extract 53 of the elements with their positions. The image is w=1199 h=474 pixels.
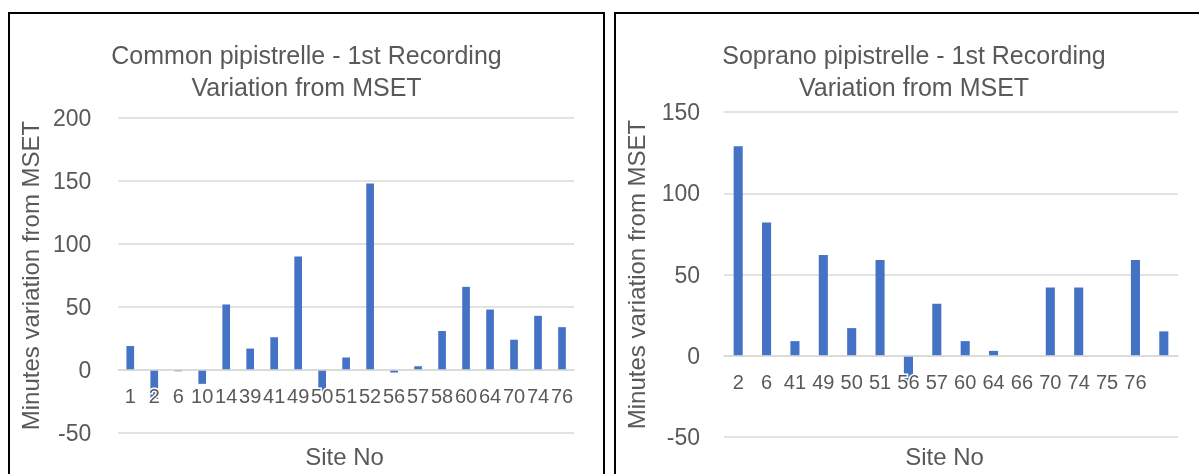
x-tick-label: 57 bbox=[925, 370, 948, 393]
x-tick-label: 56 bbox=[382, 385, 406, 407]
x-tick-label: 66 bbox=[1010, 370, 1034, 393]
y-tick-label: 50 bbox=[674, 261, 700, 288]
y-axis-title: Minutes variation from MSET bbox=[622, 119, 650, 430]
x-tick-label: 76 bbox=[1124, 370, 1147, 393]
x-axis-title: Site No bbox=[305, 442, 384, 470]
y-tick-label: 50 bbox=[65, 294, 92, 320]
x-tick-label: 64 bbox=[982, 370, 1005, 393]
x-tick-label: 2 bbox=[732, 370, 744, 393]
y-tick-label: 100 bbox=[661, 180, 700, 207]
x-tick-label: 1 bbox=[124, 385, 136, 407]
x-tick-label: 75 bbox=[1095, 370, 1119, 393]
y-tick-label: 100 bbox=[52, 231, 92, 257]
y-tick-label: 0 bbox=[687, 342, 700, 369]
y-tick-label: -50 bbox=[666, 424, 700, 450]
x-tick-label: 2 bbox=[148, 385, 160, 407]
x-tick-label: 52 bbox=[359, 385, 382, 407]
x-tick-label: 64 bbox=[478, 385, 502, 407]
x-tick-label: 49 bbox=[287, 385, 310, 407]
chart-title: Soprano pipistrelle - 1st Recording bbox=[722, 40, 1106, 69]
y-tick-label: 200 bbox=[52, 105, 92, 131]
x-tick-label: 51 bbox=[335, 385, 358, 407]
x-tick-label: 49 bbox=[812, 370, 835, 393]
x-tick-label: 10 bbox=[191, 385, 214, 407]
x-tick-label: 39 bbox=[239, 385, 262, 407]
x-tick-label: 50 bbox=[840, 370, 863, 393]
x-tick-label: 70 bbox=[1039, 370, 1062, 393]
chart-title: Common pipistrelle - 1st Recording bbox=[111, 40, 502, 69]
x-tick-label: 70 bbox=[502, 385, 526, 407]
x-tick-label: 50 bbox=[311, 385, 334, 407]
x-tick-label: 14 bbox=[215, 385, 238, 407]
chart-subtitle: Variation from MSET bbox=[798, 72, 1030, 101]
x-tick-label: 74 bbox=[1067, 370, 1090, 393]
x-tick-label: 41 bbox=[783, 370, 807, 393]
y-tick-label: 150 bbox=[52, 168, 92, 194]
x-tick-label: 51 bbox=[868, 370, 892, 393]
chart-subtitle: Variation from MSET bbox=[191, 72, 422, 101]
y-axis-title: Minutes variation from MSET bbox=[16, 120, 44, 431]
x-tick-label: 60 bbox=[954, 370, 977, 393]
y-tick-label: 150 bbox=[661, 99, 700, 125]
x-tick-label: 57 bbox=[406, 385, 430, 407]
y-tick-label: -50 bbox=[58, 420, 92, 446]
x-tick-label: 58 bbox=[430, 385, 454, 407]
x-tick-label: 6 bbox=[172, 385, 184, 407]
y-tick-label: 0 bbox=[78, 357, 92, 383]
x-tick-label: 74 bbox=[526, 385, 550, 407]
x-tick-label: 60 bbox=[454, 385, 478, 407]
x-tick-label: 41 bbox=[263, 385, 286, 407]
x-tick-label: 76 bbox=[550, 385, 574, 407]
x-axis-title: Site No bbox=[905, 442, 984, 470]
x-tick-label: 56 bbox=[897, 370, 920, 393]
x-tick-label: 6 bbox=[761, 370, 773, 393]
